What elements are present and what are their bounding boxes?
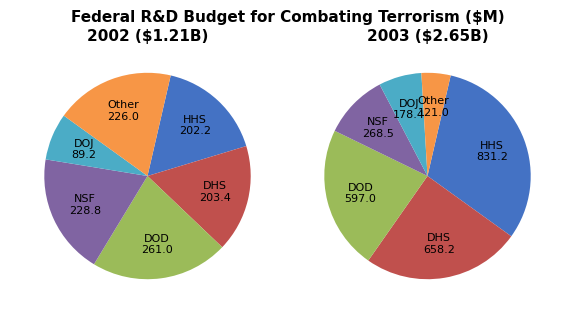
Text: DOD
261.0: DOD 261.0: [141, 234, 172, 255]
Wedge shape: [64, 73, 171, 176]
Text: Other
226.0: Other 226.0: [107, 100, 139, 122]
Text: Federal R&D Budget for Combating Terrorism ($M): Federal R&D Budget for Combating Terrori…: [71, 10, 504, 25]
Text: NSF
268.5: NSF 268.5: [362, 117, 394, 139]
Wedge shape: [94, 176, 222, 279]
Text: DOD
597.0: DOD 597.0: [344, 182, 377, 204]
Text: DOJ
89.2: DOJ 89.2: [71, 139, 96, 160]
Wedge shape: [380, 73, 427, 176]
Wedge shape: [148, 76, 246, 176]
Title: 2003 ($2.65B): 2003 ($2.65B): [367, 29, 488, 44]
Wedge shape: [45, 116, 148, 176]
Text: DOJ
178.4: DOJ 178.4: [393, 99, 425, 120]
Wedge shape: [324, 131, 427, 260]
Text: DHS
203.4: DHS 203.4: [199, 181, 231, 203]
Text: HHS
831.2: HHS 831.2: [476, 141, 508, 163]
Text: Other
121.0: Other 121.0: [417, 96, 449, 118]
Text: HHS
202.2: HHS 202.2: [179, 115, 210, 136]
Wedge shape: [427, 76, 531, 236]
Wedge shape: [335, 84, 427, 176]
Wedge shape: [369, 176, 511, 279]
Title: 2002 ($1.21B): 2002 ($1.21B): [87, 29, 208, 44]
Wedge shape: [44, 159, 148, 264]
Wedge shape: [421, 73, 451, 176]
Wedge shape: [148, 146, 251, 247]
Text: NSF
228.8: NSF 228.8: [68, 194, 101, 216]
Text: DHS
658.2: DHS 658.2: [423, 233, 455, 255]
